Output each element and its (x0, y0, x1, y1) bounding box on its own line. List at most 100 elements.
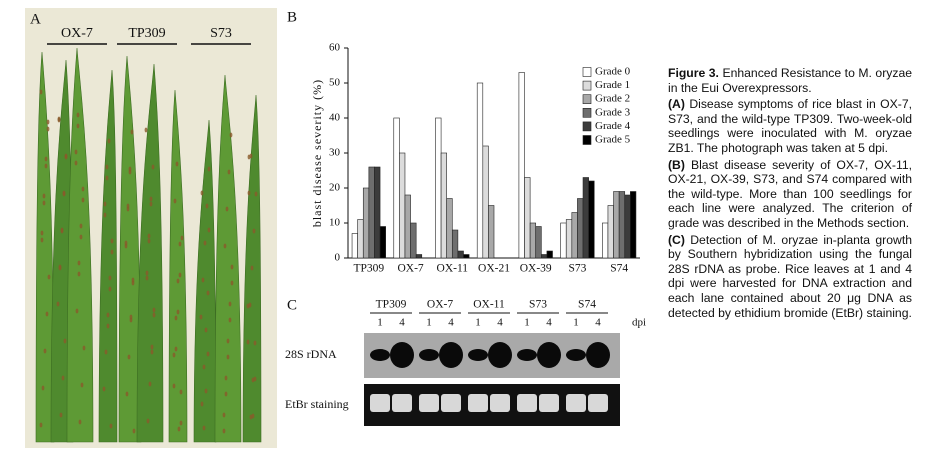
unit-label: dpi (632, 317, 646, 329)
lesion (148, 381, 152, 387)
leaf (66, 47, 94, 443)
bar (415, 254, 423, 259)
caption-label: (A) (668, 97, 685, 112)
bar (518, 72, 525, 259)
lesion (127, 354, 131, 360)
lesion (110, 238, 114, 244)
bar (457, 250, 464, 259)
lesion (77, 260, 81, 266)
lesion (64, 154, 68, 160)
y-tick-label: 0 (335, 252, 341, 264)
lesion (207, 166, 211, 172)
legend-label: Grade 4 (595, 120, 631, 132)
lesion (108, 275, 112, 281)
lesion (248, 302, 252, 308)
bar (529, 222, 537, 259)
bar (379, 226, 386, 259)
lesion (39, 422, 43, 428)
group-label: OX-11 (473, 299, 505, 311)
lesion (147, 238, 151, 244)
lesion (226, 338, 230, 344)
panel-label: B (287, 9, 297, 25)
lesion (40, 237, 44, 243)
lesion (180, 235, 184, 241)
caption-text: Detection of M. oryzae in-planta growth … (668, 232, 912, 320)
lesion (225, 206, 229, 212)
lesion (104, 349, 108, 355)
row-label: 28S rDNA (285, 347, 337, 361)
y-tick-label: 50 (329, 77, 341, 89)
lane-label: 1 (573, 317, 579, 329)
lesion (42, 193, 46, 199)
lesion (81, 197, 85, 203)
lesion (79, 223, 83, 229)
hybridization-band (370, 349, 390, 361)
lesion (39, 89, 43, 95)
group-label: S73 (529, 299, 547, 311)
bar (630, 191, 637, 259)
legend-label: Grade 1 (595, 79, 630, 91)
y-tick-label: 20 (329, 182, 341, 194)
lesion (222, 412, 226, 418)
lesion (62, 191, 66, 197)
lane-label: 4 (399, 317, 405, 329)
leaf (98, 69, 118, 443)
lesion (46, 126, 50, 132)
caption-paragraph: (A) Disease symptoms of rice blast in OX… (668, 97, 912, 155)
hybridization-band (566, 349, 586, 361)
lesion (200, 401, 204, 407)
lesion (145, 270, 149, 276)
bar (404, 194, 411, 259)
lesion (110, 249, 114, 255)
y-tick-label: 10 (329, 217, 341, 229)
bar (374, 166, 381, 259)
group-label: TP309 (376, 299, 407, 311)
bar (476, 82, 484, 259)
lesion (56, 301, 60, 307)
lesion (126, 203, 130, 209)
bar (546, 250, 553, 259)
lesion (108, 286, 112, 292)
hybridization-band (586, 342, 610, 368)
lesion (249, 153, 253, 159)
lesion (253, 340, 257, 346)
leaf (118, 55, 142, 443)
x-tick-label: S74 (610, 263, 628, 275)
lane-label: 1 (377, 317, 383, 329)
caption-title-paragraph: Figure 3. Enhanced Resistance to M. oryz… (668, 66, 912, 95)
lesion (74, 149, 78, 155)
lesion (45, 311, 49, 317)
group-label: OX-7 (61, 26, 93, 41)
lesion (103, 212, 107, 218)
lesion (125, 391, 129, 397)
bar (368, 166, 375, 259)
lesion (199, 314, 203, 320)
rrna-band (370, 394, 390, 412)
caption-title: Enhanced Resistance to M. oryzae in the … (668, 66, 913, 95)
lesion (106, 323, 110, 329)
hybridization-band (390, 342, 414, 368)
lesion (58, 265, 62, 271)
lesion (144, 127, 148, 133)
hybridization-band (468, 349, 488, 361)
lesion (57, 117, 61, 123)
rrna-band (419, 394, 439, 412)
bar (524, 177, 531, 259)
lesion (253, 376, 257, 382)
lesion (207, 227, 211, 233)
lesion (172, 352, 176, 358)
bar (560, 222, 567, 259)
lesion (102, 386, 106, 392)
figure-number: Figure 3. (668, 66, 719, 80)
leaf (136, 63, 164, 443)
lesion (230, 280, 234, 286)
bar (582, 177, 589, 259)
rrna-band (566, 394, 586, 412)
x-tick-label: OX-39 (520, 263, 552, 275)
bar (571, 212, 578, 259)
lesion (246, 339, 250, 345)
lane-label: 4 (497, 317, 503, 329)
lesion (82, 345, 86, 351)
x-tick-label: TP309 (354, 263, 385, 275)
